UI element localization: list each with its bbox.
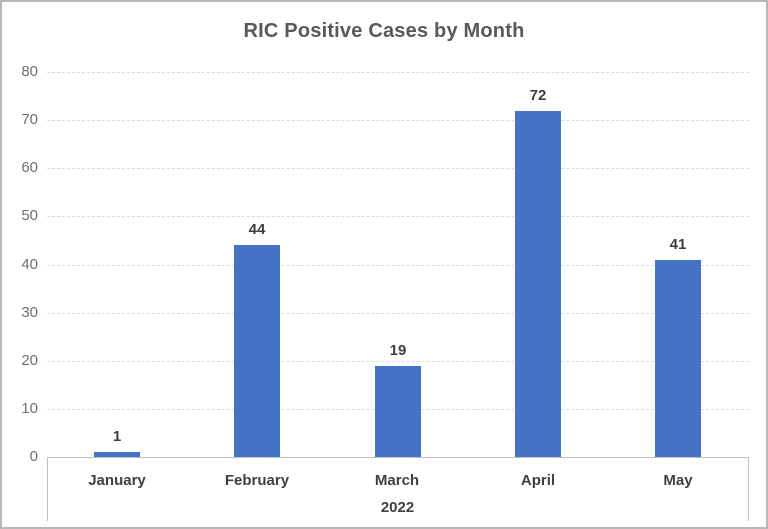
gridline-70 (47, 120, 749, 121)
chart-title: RIC Positive Cases by Month (243, 20, 525, 42)
bar-may (655, 260, 701, 457)
gridline-30 (47, 313, 749, 314)
gridline-40 (47, 265, 749, 266)
gridline-80 (47, 72, 749, 73)
y-tick-label-40: 40 (21, 256, 38, 273)
data-label-may: 41 (669, 236, 687, 253)
data-label-april: 72 (529, 87, 547, 104)
bar-february (234, 245, 280, 457)
x-axis-line (47, 457, 749, 458)
y-tick-label-80: 80 (21, 63, 38, 80)
data-label-march: 19 (389, 342, 407, 359)
gridline-50 (47, 216, 749, 217)
x-tick-label-april: April (520, 472, 556, 489)
y-tick-label-10: 10 (21, 400, 38, 417)
gridline-60 (47, 168, 749, 169)
x-tick-label-march: March (374, 472, 420, 489)
category-axis-left-divider (47, 457, 48, 521)
data-label-january: 1 (112, 428, 122, 445)
y-tick-label-60: 60 (21, 159, 38, 176)
bar-april (515, 111, 561, 458)
x-axis-group-label: 2022 (380, 499, 415, 516)
y-tick-label-20: 20 (21, 352, 38, 369)
x-tick-label-february: February (224, 472, 290, 489)
y-tick-label-70: 70 (21, 111, 38, 128)
y-tick-label-30: 30 (21, 304, 38, 321)
y-tick-label-50: 50 (21, 207, 38, 224)
gridline-20 (47, 361, 749, 362)
x-tick-label-may: May (663, 472, 693, 489)
y-tick-label-0: 0 (29, 448, 38, 465)
data-label-february: 44 (248, 221, 266, 238)
category-axis-right-divider (748, 457, 749, 521)
x-tick-label-january: January (88, 472, 146, 489)
bar-january (94, 452, 140, 457)
bar-march (375, 366, 421, 457)
